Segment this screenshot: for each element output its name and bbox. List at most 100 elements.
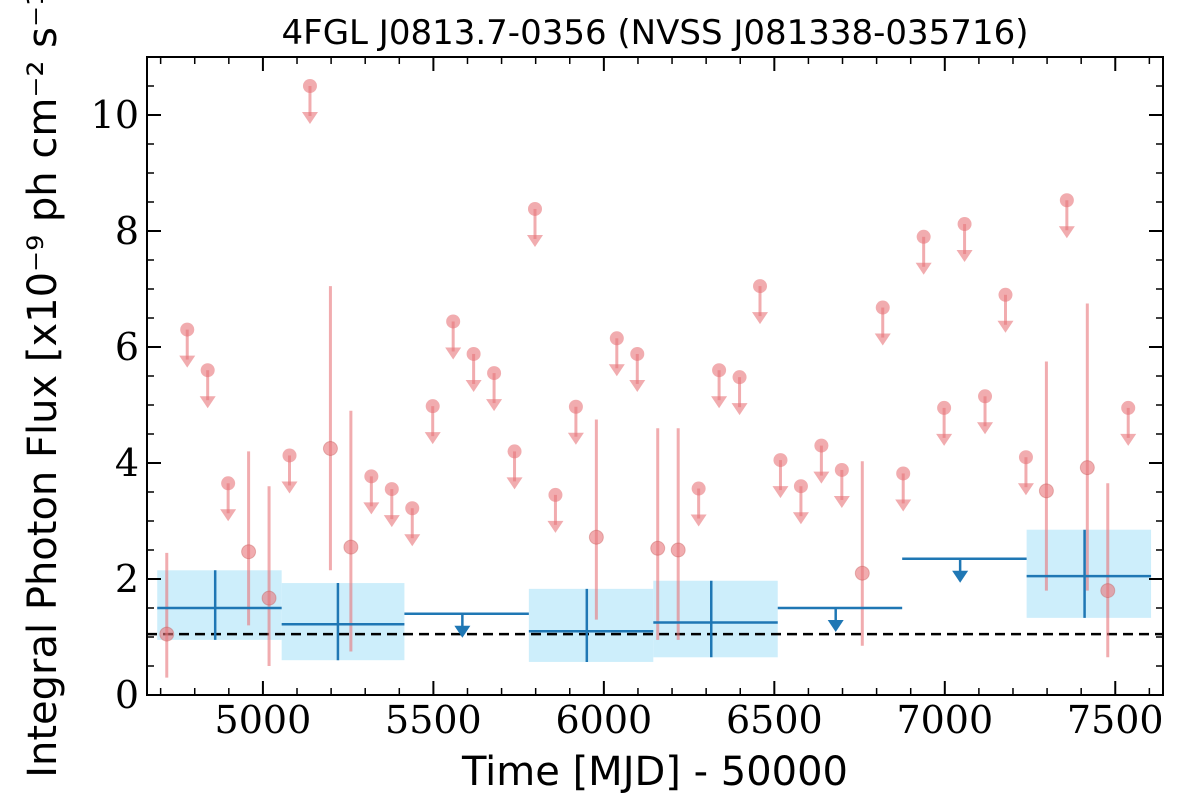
- upper-limit-arrow: [301, 112, 318, 124]
- data-point: [712, 363, 727, 378]
- data-point: [732, 370, 747, 385]
- plot-area: [147, 79, 1163, 678]
- upper-limit-arrow: [936, 433, 953, 446]
- upper-limit-arrow: [424, 432, 441, 445]
- upper-limit-arrow: [363, 502, 380, 515]
- x-tick-label: 7000: [896, 698, 993, 742]
- long-bin-upper-limit-arrow: [827, 620, 844, 632]
- data-point: [282, 448, 297, 463]
- x-axis: 5000 5500 6000 6500 7000 7500: [159, 57, 1164, 742]
- long-bin-error-box: [281, 583, 405, 661]
- upper-limit-arrow: [445, 347, 462, 360]
- data-point: [446, 314, 461, 329]
- data-point: [527, 201, 542, 216]
- upper-limit-arrow: [874, 333, 891, 346]
- data-point: [221, 476, 236, 491]
- upper-limit-arrow: [220, 509, 237, 522]
- upper-limit-arrow: [281, 481, 298, 494]
- y-tick-label: 6: [115, 325, 139, 369]
- upper-limit-arrow: [506, 477, 523, 490]
- y-tick-label: 2: [115, 557, 139, 601]
- upper-limit-arrow: [977, 422, 994, 435]
- upper-limit-arrow: [547, 520, 564, 533]
- data-point: [793, 479, 808, 494]
- x-tick-label: 7500: [1067, 698, 1164, 742]
- data-point: [1121, 400, 1136, 415]
- upper-limit-arrow: [383, 515, 400, 528]
- upper-limit-arrow: [465, 379, 482, 392]
- upper-limit-arrow: [915, 262, 932, 275]
- data-point: [322, 441, 338, 456]
- data-point: [507, 444, 522, 459]
- data-point: [588, 529, 604, 545]
- data-point: [487, 366, 502, 381]
- data-point: [261, 590, 277, 606]
- data-point: [1059, 193, 1074, 208]
- upper-limit-arrow: [486, 399, 503, 412]
- upper-limit-arrow: [772, 486, 789, 499]
- long-bin-error-box: [157, 570, 282, 640]
- y-tick-label: 10: [91, 93, 139, 137]
- x-tick-label: 5500: [385, 698, 482, 742]
- data-point: [773, 453, 788, 468]
- upper-limit-arrow: [199, 396, 216, 409]
- data-point: [384, 482, 399, 497]
- x-axis-label: Time [MJD] - 50000: [461, 749, 848, 795]
- data-point: [1079, 460, 1095, 476]
- upper-limit-arrow: [956, 250, 973, 263]
- data-point: [425, 399, 440, 414]
- data-point: [302, 79, 317, 93]
- upper-limit-arrow: [1017, 483, 1034, 496]
- upper-limit-arrow: [792, 512, 809, 525]
- upper-limit-arrow: [690, 514, 707, 527]
- data-point: [753, 279, 768, 294]
- data-point: [691, 481, 706, 496]
- long-bin-upper-limit-arrow: [454, 625, 471, 638]
- upper-limit-arrow: [752, 312, 769, 325]
- y-axis-label: Integral Photon Flux [x10⁻⁹ ph cm⁻² s⁻¹]: [20, 0, 66, 778]
- long-bin-error-box: [528, 588, 654, 662]
- data-point: [650, 540, 666, 556]
- data-point: [548, 487, 563, 502]
- x-tick-label: 6500: [726, 698, 823, 742]
- long-bin-error-box: [653, 580, 778, 658]
- data-point: [937, 400, 952, 415]
- data-point: [670, 542, 686, 558]
- upper-limit-arrow: [813, 471, 830, 484]
- upper-limit-arrow: [833, 495, 850, 508]
- y-axis: 0 2 4 6 8 10: [91, 56, 1163, 717]
- x-tick-label: 5000: [215, 698, 312, 742]
- chart-title: 4FGL J0813.7-0356 (NVSS J081338-035716): [282, 13, 1029, 53]
- data-point: [466, 346, 481, 361]
- upper-limit-arrow: [608, 364, 625, 377]
- long-bin-upper-limit-arrow: [952, 570, 969, 583]
- upper-limit-arrow: [179, 355, 196, 368]
- data-point: [241, 544, 257, 560]
- data-point: [1100, 583, 1116, 599]
- data-point: [200, 363, 215, 378]
- upper-limit-arrow: [997, 320, 1014, 333]
- upper-limit-arrow: [629, 379, 646, 392]
- upper-limit-arrow: [711, 396, 728, 409]
- data-point: [364, 469, 379, 484]
- data-point: [814, 438, 829, 453]
- data-point: [343, 539, 359, 555]
- y-tick-label: 4: [115, 441, 139, 485]
- upper-limit-arrow: [731, 403, 748, 416]
- data-point: [998, 287, 1013, 302]
- data-point: [405, 501, 420, 516]
- data-point: [609, 331, 624, 346]
- x-tick-label: 6000: [555, 698, 652, 742]
- data-point: [1038, 483, 1054, 499]
- data-point: [875, 300, 890, 315]
- data-point: [159, 626, 175, 642]
- upper-limit-arrow: [526, 234, 543, 247]
- upper-limit-arrow: [1120, 433, 1137, 446]
- y-tick-label: 0: [115, 673, 139, 717]
- data-point: [630, 346, 645, 361]
- data-point: [957, 217, 972, 232]
- data-point: [896, 466, 911, 481]
- upper-limit-arrow: [895, 499, 912, 512]
- data-point: [1018, 450, 1033, 465]
